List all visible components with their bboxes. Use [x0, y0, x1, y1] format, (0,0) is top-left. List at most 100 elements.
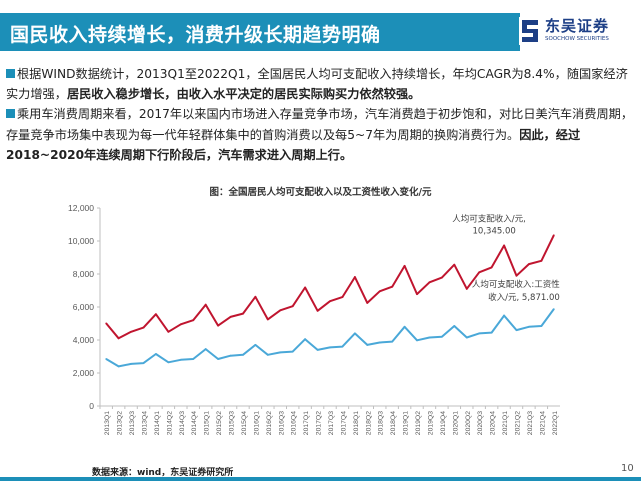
- point-disposable-income: [341, 296, 344, 298]
- bottom-rule: [0, 477, 641, 481]
- series-line-wage-income: [105, 308, 555, 368]
- point-wage-income: [552, 308, 555, 311]
- point-wage-income: [192, 358, 195, 360]
- point-disposable-income: [117, 337, 120, 340]
- logo-chinese-name: 东吴证券: [545, 17, 610, 35]
- x-tick-label: 2020Q2: [465, 411, 472, 435]
- company-logo: 东吴证券 SOOCHOW SECURITIES: [519, 14, 637, 50]
- point-wage-income: [254, 344, 257, 346]
- x-tick-label: 2013Q2: [117, 411, 124, 435]
- point-wage-income: [266, 353, 269, 356]
- point-disposable-income: [204, 303, 207, 306]
- annotation-disposable-income: 人均可支配收入/元,: [452, 213, 526, 224]
- point-disposable-income: [465, 287, 468, 290]
- x-tick-label: 2014Q1: [154, 411, 161, 435]
- bullet-square-icon: [6, 109, 15, 119]
- point-wage-income: [378, 341, 381, 344]
- x-tick-label: 2020Q3: [477, 411, 484, 435]
- point-wage-income: [353, 332, 356, 335]
- x-tick-label: 2021Q4: [539, 411, 546, 435]
- x-tick-label: 2019Q1: [403, 411, 410, 435]
- bullet-car-text: 乘用车消费周期来看，2017年以来国内市场进入存量竞争市场，汽车消费趋于初步饱和…: [6, 107, 634, 142]
- x-tick-label: 2019Q4: [440, 411, 447, 435]
- x-tick-label: 2019Q2: [415, 411, 422, 435]
- slide-title: 国民收入持续增长，消费升级长期趋势明确: [10, 24, 381, 46]
- page-number: 10: [621, 463, 634, 474]
- point-wage-income: [179, 358, 182, 361]
- point-wage-income: [540, 325, 543, 327]
- bullet-square-icon: [6, 69, 15, 78]
- annotation-disposable-income-value: 10,345.00: [473, 226, 516, 236]
- x-tick-label: 2021Q1: [502, 411, 509, 435]
- x-tick-label: 2013Q3: [129, 411, 136, 435]
- point-wage-income: [117, 365, 120, 368]
- x-tick-label: 2020Q1: [452, 411, 459, 435]
- point-wage-income: [416, 339, 418, 342]
- soochow-logo-icon: [519, 17, 541, 45]
- point-wage-income: [304, 338, 307, 341]
- point-wage-income: [204, 348, 207, 350]
- x-tick-label: 2017Q1: [303, 411, 310, 435]
- point-wage-income: [329, 346, 331, 349]
- bullet-income-text: 根据WIND数据统计，2013Q1至2022Q1，全国居民人均可支配收入持续增长…: [6, 67, 628, 102]
- x-tick-label: 2015Q1: [204, 411, 211, 435]
- y-tick-label: 6,000: [73, 302, 95, 312]
- chart-caption: 图：全国居民人均可支配收入以及工资性收入变化/元: [209, 187, 432, 198]
- x-tick-label: 2018Q4: [390, 411, 397, 435]
- x-tick-label: 2015Q2: [216, 411, 223, 435]
- slide-header: 国民收入持续增长，消费升级长期趋势明确 东吴证券 SOOCHOW SECURIT…: [0, 0, 641, 56]
- point-disposable-income: [403, 264, 406, 267]
- bullet-car-cycle: 乘用车消费周期来看，2017年以来国内市场进入存量竞争市场，汽车消费趋于初步饱和…: [6, 104, 636, 165]
- point-disposable-income: [503, 244, 505, 247]
- x-tick-label: 2019Q3: [427, 411, 434, 435]
- y-tick-label: 10,000: [68, 236, 94, 246]
- point-disposable-income: [192, 319, 195, 322]
- point-wage-income: [291, 350, 294, 353]
- point-wage-income: [155, 353, 157, 355]
- x-tick-label: 2015Q3: [229, 411, 236, 435]
- point-disposable-income: [316, 309, 319, 312]
- point-wage-income: [515, 329, 518, 331]
- point-disposable-income: [528, 263, 530, 265]
- point-disposable-income: [242, 312, 244, 315]
- point-wage-income: [366, 344, 369, 346]
- point-wage-income: [217, 358, 220, 360]
- point-wage-income: [503, 314, 505, 317]
- x-tick-label: 2017Q4: [340, 411, 347, 435]
- y-tick-label: 12,000: [68, 203, 94, 213]
- point-disposable-income: [266, 318, 269, 321]
- point-disposable-income: [540, 259, 543, 262]
- y-tick-label: 2,000: [73, 368, 95, 378]
- x-tick-label: 2016Q1: [253, 411, 260, 435]
- bullet-list: 根据WIND数据统计，2013Q1至2022Q1，全国居民人均可支配收入持续增长…: [6, 64, 636, 165]
- point-disposable-income: [353, 276, 356, 278]
- x-tick-label: 2021Q2: [514, 411, 521, 435]
- point-wage-income: [105, 358, 108, 360]
- x-tick-label: 2018Q2: [365, 411, 372, 435]
- point-disposable-income: [552, 234, 555, 237]
- point-disposable-income: [229, 316, 232, 318]
- x-tick-label: 2022Q1: [552, 411, 559, 435]
- point-wage-income: [316, 349, 319, 351]
- point-disposable-income: [453, 263, 456, 266]
- point-disposable-income: [478, 271, 481, 274]
- point-disposable-income: [366, 301, 369, 304]
- x-tick-label: 2018Q3: [378, 411, 385, 435]
- x-tick-label: 2013Q1: [104, 411, 111, 435]
- point-disposable-income: [378, 290, 381, 293]
- x-tick-label: 2018Q1: [353, 411, 360, 435]
- point-disposable-income: [142, 326, 145, 329]
- annotation-wage-income-value: 收入/元, 5,871.00: [488, 292, 560, 303]
- x-tick-label: 2017Q3: [328, 411, 335, 435]
- point-disposable-income: [179, 323, 182, 326]
- x-tick-label: 2014Q3: [179, 411, 186, 435]
- point-wage-income: [341, 345, 344, 348]
- point-wage-income: [465, 336, 468, 339]
- annotation-wage-income: 人均可支配收入:工资性: [472, 279, 560, 290]
- point-wage-income: [229, 354, 232, 357]
- point-disposable-income: [391, 285, 394, 288]
- point-disposable-income: [217, 324, 220, 327]
- y-tick-label: 8,000: [73, 269, 95, 279]
- point-disposable-income: [304, 286, 307, 289]
- point-wage-income: [428, 336, 431, 339]
